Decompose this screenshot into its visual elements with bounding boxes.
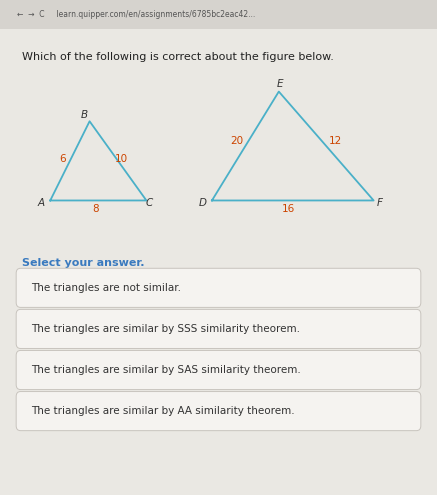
FancyBboxPatch shape	[16, 268, 421, 307]
FancyBboxPatch shape	[16, 309, 421, 348]
Text: The triangles are not similar.: The triangles are not similar.	[31, 283, 180, 293]
Text: 10: 10	[115, 154, 128, 164]
FancyBboxPatch shape	[16, 392, 421, 431]
Text: F: F	[376, 198, 382, 208]
Text: 20: 20	[231, 136, 244, 146]
Text: 6: 6	[59, 154, 66, 164]
Text: The triangles are similar by AA similarity theorem.: The triangles are similar by AA similari…	[31, 406, 294, 416]
FancyBboxPatch shape	[0, 0, 437, 29]
Text: 8: 8	[92, 204, 99, 214]
Text: Select your answer.: Select your answer.	[22, 258, 144, 268]
Text: E: E	[277, 79, 283, 89]
Text: C: C	[146, 198, 153, 208]
FancyBboxPatch shape	[16, 350, 421, 390]
Text: The triangles are similar by SAS similarity theorem.: The triangles are similar by SAS similar…	[31, 365, 300, 375]
Text: 12: 12	[329, 136, 342, 146]
Text: A: A	[37, 198, 44, 208]
Text: B: B	[80, 110, 87, 120]
Text: D: D	[199, 198, 207, 208]
Text: 16: 16	[282, 204, 295, 214]
Text: ←  →  C     learn.quipper.com/en/assignments/6785bc2eac42...: ← → C learn.quipper.com/en/assignments/6…	[17, 10, 256, 19]
Text: The triangles are similar by SSS similarity theorem.: The triangles are similar by SSS similar…	[31, 324, 300, 334]
Text: Which of the following is correct about the figure below.: Which of the following is correct about …	[22, 52, 334, 62]
